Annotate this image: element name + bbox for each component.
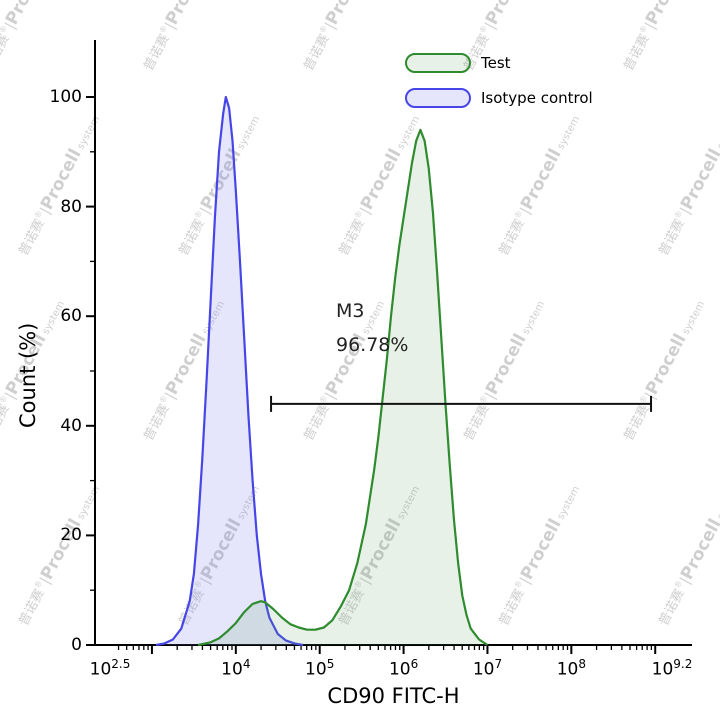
gate-label: M3 96.78%	[336, 294, 408, 362]
series-area	[198, 129, 488, 645]
gate-name: M3	[336, 300, 365, 322]
test-series-swatch	[405, 53, 471, 73]
x-axis-label: CD90 FITC-H	[327, 684, 460, 708]
legend-item-test: Test	[405, 53, 593, 73]
legend: Test Isotype control	[405, 53, 593, 123]
gate-percent: 96.78%	[336, 334, 409, 357]
series-line	[155, 95, 304, 647]
legend-label-test: Test	[481, 54, 511, 72]
series-area	[156, 97, 303, 645]
legend-label-isotype-control: Isotype control	[481, 89, 593, 107]
series-line	[197, 128, 489, 647]
isotype-control-series-swatch	[405, 88, 471, 108]
legend-item-isotype-control: Isotype control	[405, 88, 593, 108]
y-axis-label: Count (%)	[16, 322, 40, 428]
